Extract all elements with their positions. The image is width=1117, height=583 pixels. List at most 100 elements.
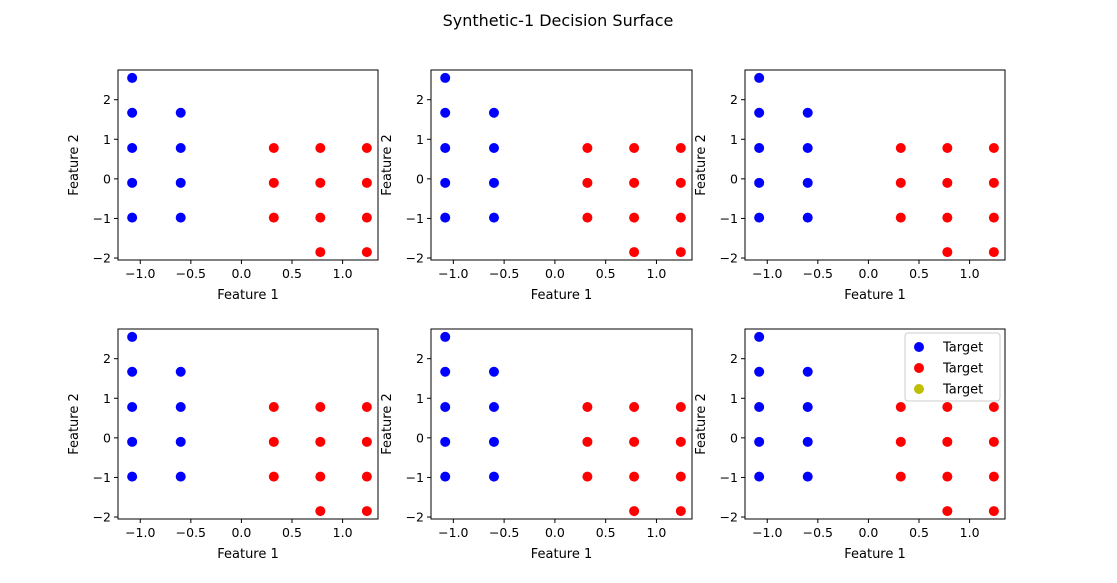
x-tick-label: 1.0: [647, 266, 667, 281]
scatter-point-series0-2: [127, 142, 138, 153]
scatter-point-series1-0: [268, 142, 279, 153]
y-tick-label: −2: [93, 510, 111, 525]
y-tick-label: 2: [730, 92, 738, 107]
scatter-point-series0-8: [175, 471, 186, 482]
scatter-point-series0-5: [488, 107, 499, 118]
scatter-point-series1-9: [675, 471, 686, 482]
y-tick-label: −1: [720, 211, 738, 226]
y-tick-label: 2: [416, 92, 424, 107]
scatter-point-series1-2: [268, 212, 279, 223]
x-tick-label: 0.0: [858, 266, 878, 281]
scatter-point-series0-5: [488, 366, 499, 377]
scatter-point-series1-8: [675, 436, 686, 447]
scatter-point-series1-7: [988, 142, 999, 153]
scatter-point-series0-2: [754, 401, 765, 412]
scatter-point-series1-4: [629, 177, 640, 188]
y-tick-label: −2: [720, 251, 738, 266]
x-tick-label: −1.0: [125, 266, 155, 281]
scatter-point-series0-7: [802, 177, 813, 188]
scatter-point-series1-6: [942, 506, 953, 517]
scatter-point-series1-3: [315, 142, 326, 153]
scatter-point-series0-1: [754, 366, 765, 377]
scatter-point-series1-10: [675, 247, 686, 258]
y-tick-label: −1: [93, 470, 111, 485]
scatter-point-series1-4: [315, 436, 326, 447]
y-tick-label: 1: [103, 391, 111, 406]
scatter-point-series1-2: [268, 471, 279, 482]
y-axis-label: Feature 2: [380, 393, 395, 455]
scatter-point-series0-3: [754, 436, 765, 447]
scatter-point-series1-0: [895, 142, 906, 153]
subplot-bottom-left: −1.0 −0.5 0.0 0.5 1.0 −2 −1 0 1 2 Feature 1 Feature…: [67, 328, 379, 562]
axes-frame: [117, 328, 379, 520]
subplot-top-middle: −1.0 −0.5 0.0 0.5 1.0 −2 −1 0 1 2 Feature 1 Feature…: [380, 69, 693, 303]
scatter-point-series1-9: [675, 212, 686, 223]
x-tick-label: 0.0: [545, 266, 565, 281]
scatter-point-series0-0: [754, 72, 765, 83]
y-tick-label: −2: [406, 251, 424, 266]
scatter-point-series1-10: [361, 247, 372, 258]
scatter-point-series1-3: [315, 401, 326, 412]
subplot-top-left: −1.0 −0.5 0.0 0.5 1.0 −2 −1 0 1 2 Feature 1 Feature…: [67, 69, 379, 303]
scatter-point-series1-10: [675, 506, 686, 517]
scatter-point-series0-1: [754, 107, 765, 118]
x-tick-label: 0.0: [231, 525, 251, 540]
scatter-point-series1-10: [988, 506, 999, 517]
x-tick-label: 1.0: [333, 525, 353, 540]
scatter-point-series1-10: [361, 506, 372, 517]
y-axis-label: Feature 2: [694, 134, 709, 196]
scatter-point-series0-7: [802, 436, 813, 447]
scatter-point-series0-2: [754, 142, 765, 153]
y-tick-label: 0: [416, 430, 424, 445]
y-tick-label: 1: [103, 132, 111, 147]
y-tick-label: 0: [416, 171, 424, 186]
legend-entry-1: Target: [942, 362, 983, 377]
x-tick-label: 0.0: [545, 525, 565, 540]
scatter-point-series0-4: [127, 471, 138, 482]
x-tick-label: −1.0: [438, 266, 468, 281]
scatter-point-series0-6: [488, 401, 499, 412]
x-tick-label: 0.5: [282, 266, 302, 281]
scatter-point-series1-1: [582, 177, 593, 188]
scatter-point-series0-8: [488, 471, 499, 482]
scatter-point-series0-8: [802, 212, 813, 223]
scatter-point-series0-7: [175, 177, 186, 188]
scatter-point-series1-3: [629, 401, 640, 412]
scatter-point-series0-7: [488, 177, 499, 188]
legend-marker-2: [914, 384, 924, 394]
scatter-point-series0-4: [440, 212, 451, 223]
x-tick-label: −0.5: [803, 525, 833, 540]
y-tick-label: 2: [416, 351, 424, 366]
scatter-point-series0-8: [802, 471, 813, 482]
y-tick-label: 1: [730, 132, 738, 147]
x-tick-label: 1.0: [333, 266, 353, 281]
legend-box: [904, 332, 1001, 402]
x-tick-label: −1.0: [438, 525, 468, 540]
y-axis-label: Feature 2: [694, 393, 709, 455]
scatter-point-series1-8: [361, 436, 372, 447]
scatter-point-series0-5: [802, 107, 813, 118]
x-tick-label: −0.5: [176, 525, 206, 540]
y-tick-label: 2: [103, 92, 111, 107]
y-tick-label: −1: [406, 470, 424, 485]
x-axis-label: Feature 1: [531, 288, 593, 303]
y-axis-label: Feature 2: [67, 134, 82, 196]
scatter-point-series0-6: [175, 401, 186, 412]
y-tick-label: 0: [730, 171, 738, 186]
subplots-grid: −1.0 −0.5 0.0 0.5 1.0 −2 −1 0 1 2 Feature 1 Feature…: [67, 69, 1006, 562]
subplot-top-right: −1.0 −0.5 0.0 0.5 1.0 −2 −1 0 1 2 Feature 1 Feature…: [694, 69, 1006, 303]
scatter-point-series0-7: [175, 436, 186, 447]
scatter-point-series1-3: [942, 401, 953, 412]
x-tick-label: −1.0: [752, 266, 782, 281]
scatter-point-series0-3: [754, 177, 765, 188]
axes-frame: [744, 328, 1006, 520]
x-axis-label: Feature 1: [217, 547, 279, 562]
scatter-point-series1-1: [268, 177, 279, 188]
scatter-point-series0-6: [488, 142, 499, 153]
scatter-point-series0-0: [127, 331, 138, 342]
scatter-point-series1-4: [315, 177, 326, 188]
scatter-point-series1-1: [582, 436, 593, 447]
scatter-point-series1-6: [315, 247, 326, 258]
scatter-point-series0-1: [440, 107, 451, 118]
